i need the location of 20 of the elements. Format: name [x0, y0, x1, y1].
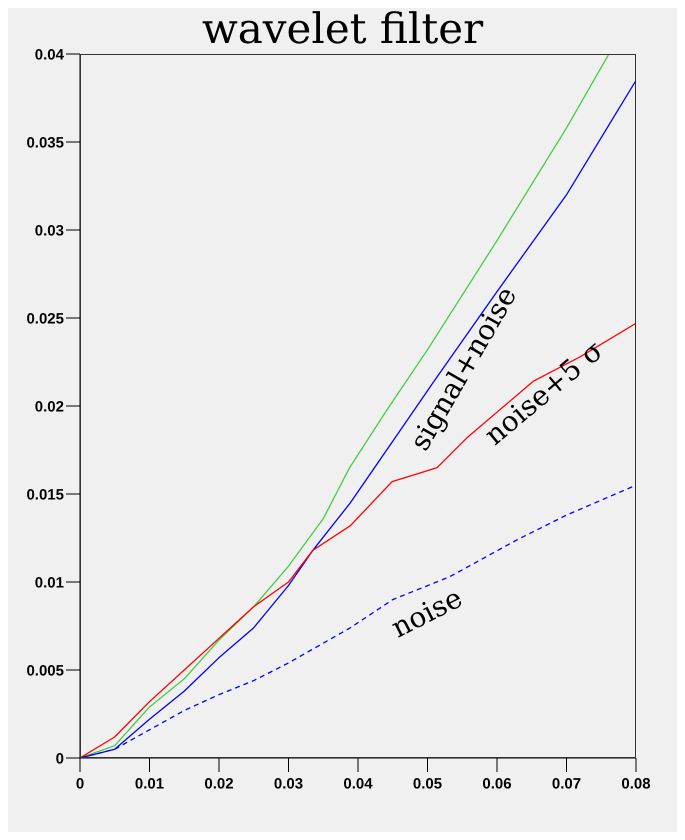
x-tick-label: 0.02	[204, 776, 234, 793]
y-tick-label: 0.025	[26, 310, 64, 328]
y-tick-label: 0.035	[26, 134, 64, 152]
x-tick-label: 0.07	[552, 776, 582, 793]
y-tick-label: 0	[56, 750, 64, 768]
y-tick-label: 0.04	[34, 46, 65, 64]
y-tick-label: 0.01	[34, 574, 64, 592]
x-tick-label: 0.06	[482, 776, 512, 793]
x-tick-label: 0.01	[134, 776, 164, 793]
x-tick-label: 0.08	[621, 776, 651, 793]
y-tick-label: 0.02	[34, 398, 64, 416]
x-tick-label: 0	[76, 776, 84, 793]
y-tick-label: 0.015	[26, 486, 64, 504]
x-tick-label: 0.05	[412, 776, 442, 793]
x-tick-label: 0.04	[343, 776, 374, 793]
x-tick-label: 0.03	[274, 776, 304, 793]
chart-title: wavelet filter	[202, 4, 484, 53]
y-tick-label: 0.005	[26, 662, 64, 680]
text: noise	[386, 581, 468, 644]
y-tick-label: 0.03	[34, 222, 64, 240]
